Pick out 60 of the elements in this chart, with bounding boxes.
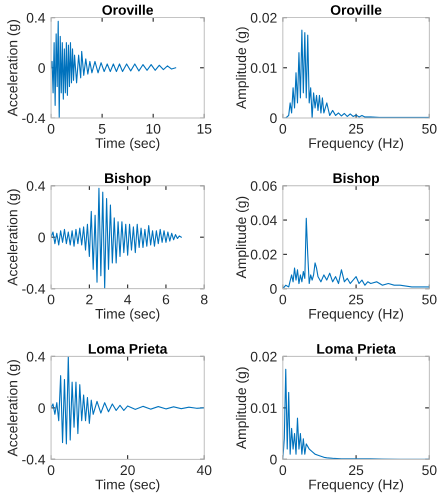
x-tick-label: 25 bbox=[349, 124, 364, 134]
y-tick-label: 0.01 bbox=[250, 63, 277, 73]
x-axis-title: Time (sec) bbox=[95, 138, 160, 151]
y-tick-label: 0.02 bbox=[250, 12, 277, 23]
y-tick-label: 0.06 bbox=[250, 181, 277, 191]
x-axis-title: Frequency (Hz) bbox=[309, 308, 404, 322]
y-tick-label: -0.4 bbox=[22, 454, 46, 464]
x-axis-title: Time (sec) bbox=[95, 479, 160, 492]
y-tick-label: 0 bbox=[38, 403, 45, 414]
x-tick-label: 50 bbox=[422, 124, 437, 134]
line-series bbox=[51, 188, 182, 289]
x-tick-label: 25 bbox=[349, 465, 364, 476]
x-tick-label: 0 bbox=[48, 465, 54, 476]
y-tick-label: 0.02 bbox=[250, 352, 277, 362]
x-tick-label: 4 bbox=[124, 294, 132, 304]
chart-title: Oroville bbox=[330, 4, 382, 15]
x-axis-title: Time (sec) bbox=[95, 308, 160, 322]
x-tick-label: 0 bbox=[280, 124, 286, 134]
x-tick-label: 8 bbox=[200, 294, 208, 304]
x-axis-title: Frequency (Hz) bbox=[309, 138, 404, 151]
y-axis-title: Acceleration (g) bbox=[7, 20, 20, 116]
x-tick-label: 0 bbox=[280, 465, 286, 476]
x-tick-label: 0 bbox=[280, 294, 286, 304]
y-tick-label: 0.4 bbox=[26, 352, 46, 362]
y-axis-title: Amplitude (g) bbox=[236, 367, 249, 450]
y-tick-label: 0 bbox=[270, 113, 277, 124]
chart-title: Bishop bbox=[105, 172, 151, 186]
y-tick-label: 0.4 bbox=[26, 12, 46, 23]
x-tick-label: 20 bbox=[120, 465, 135, 476]
y-tick-label: 0.4 bbox=[26, 181, 46, 191]
chart-title: Bishop bbox=[333, 172, 380, 186]
x-tick-label: 0 bbox=[48, 294, 54, 304]
x-tick-label: 25 bbox=[349, 294, 364, 304]
chart-title: Loma Prieta bbox=[88, 344, 168, 354]
y-tick-label: 0 bbox=[38, 232, 45, 242]
y-axis-title: Acceleration (g) bbox=[7, 189, 20, 286]
y-axis-title: Amplitude (g) bbox=[236, 27, 249, 110]
x-tick-label: 6 bbox=[162, 294, 170, 304]
x-tick-label: 5 bbox=[98, 124, 106, 134]
y-axis-title: Amplitude (g) bbox=[236, 196, 249, 278]
y-axis-title: Acceleration (g) bbox=[7, 360, 20, 456]
y-tick-label: -0.4 bbox=[22, 284, 46, 294]
y-tick-label: 0 bbox=[38, 63, 45, 73]
line-series bbox=[51, 20, 176, 118]
chart-title: Loma Prieta bbox=[317, 344, 396, 354]
x-tick-label: 15 bbox=[198, 124, 212, 134]
y-tick-label: -0.4 bbox=[22, 113, 46, 124]
x-tick-label: 50 bbox=[422, 294, 437, 304]
y-tick-label: 0.02 bbox=[250, 250, 277, 260]
x-tick-label: 50 bbox=[422, 465, 437, 476]
y-tick-label: 0.04 bbox=[250, 215, 277, 226]
x-tick-label: 2 bbox=[86, 294, 93, 304]
x-tick-label: 10 bbox=[146, 124, 160, 134]
chart-title: Oroville bbox=[102, 4, 154, 15]
x-tick-label: 40 bbox=[196, 465, 212, 476]
y-tick-label: 0 bbox=[270, 284, 277, 294]
y-tick-label: 0.01 bbox=[250, 403, 277, 414]
y-tick-label: 0 bbox=[270, 454, 277, 464]
x-tick-label: 0 bbox=[48, 124, 54, 134]
x-axis-title: Frequency (Hz) bbox=[309, 479, 404, 492]
